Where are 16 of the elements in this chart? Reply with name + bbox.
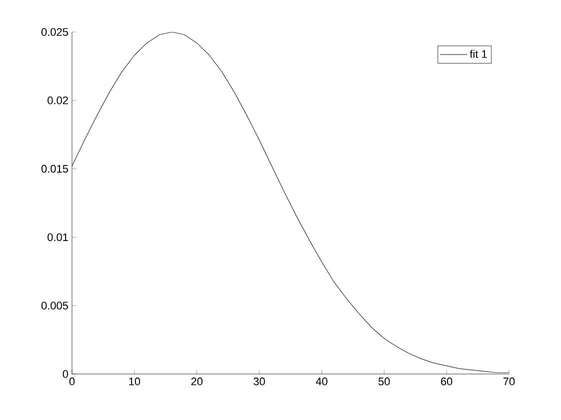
x-tick-label: 40 — [316, 378, 328, 386]
y-tick-label: 0 — [62, 370, 68, 378]
x-tick-label: 20 — [191, 378, 203, 386]
x-tick-label: 60 — [441, 378, 452, 386]
x-tick-label: 70 — [503, 378, 515, 386]
y-tick-label: 0.02 — [48, 96, 68, 104]
x-tick-label: 50 — [378, 378, 390, 386]
x-tick-label: 0 — [69, 378, 75, 386]
y-tick-label: 0.015 — [41, 164, 68, 173]
legend-label: fit 1 — [470, 50, 487, 58]
y-tick-label: 0.01 — [48, 233, 68, 242]
y-tick-label: 0.005 — [41, 302, 68, 310]
x-tick-label: 10 — [129, 378, 140, 386]
line-series — [72, 32, 509, 373]
y-tick-label: 0.025 — [41, 28, 68, 36]
x-tick-label: 30 — [254, 378, 265, 386]
